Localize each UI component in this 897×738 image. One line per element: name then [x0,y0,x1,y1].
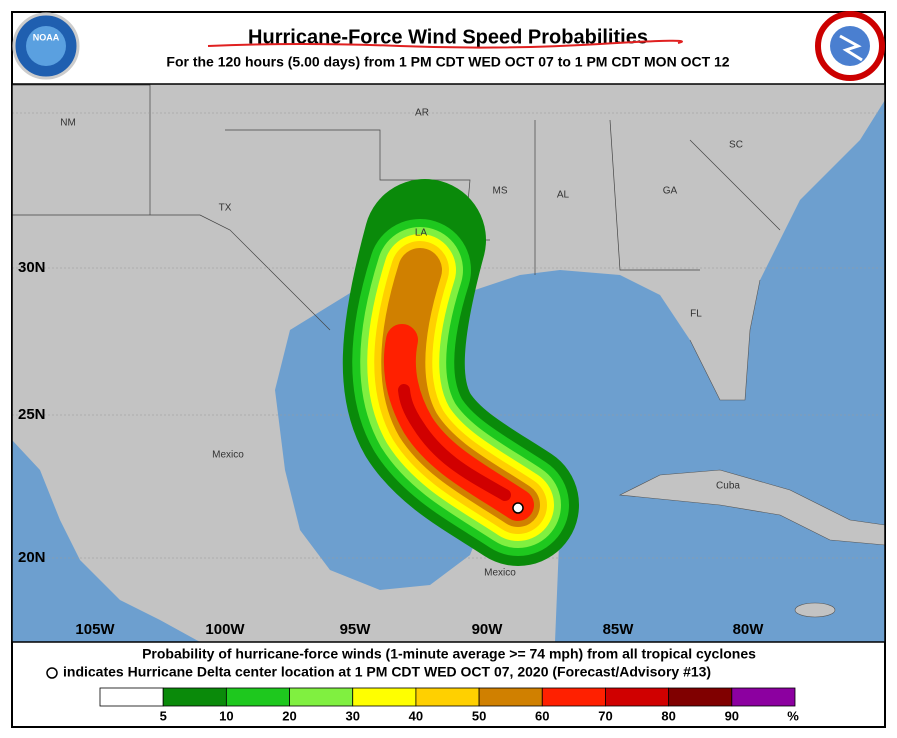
longitude-label: 85W [603,621,635,638]
latitude-label: 30N [18,259,46,276]
legend-swatch [415,687,480,707]
legend-tick-label: 60 [535,708,549,723]
legend-tick-label: 10 [219,708,233,723]
legend-tick-label: 30 [345,708,359,723]
longitude-label: 95W [340,621,372,638]
region-label: AR [415,108,429,119]
legend-swatch [605,687,670,707]
legend-tick-label: 70 [598,708,612,723]
legend-unit: % [787,708,799,723]
legend-tick-label: 5 [160,708,167,723]
swath-band [398,384,511,501]
storm-center [512,502,524,514]
region-label: FL [690,309,702,320]
center-symbol [46,667,58,679]
legend-swatch [668,687,733,707]
region-label: Mexico [484,568,516,579]
region-label: TX [219,203,232,214]
legend-tick-label: 90 [725,708,739,723]
legend-swatch [225,687,290,707]
logo-text: NOAA [33,32,60,42]
region-label: Cuba [716,481,740,492]
legend-tick-label: 50 [472,708,486,723]
legend-swatch [99,687,164,707]
longitude-label: 100W [205,621,245,638]
title: Hurricane-Force Wind Speed Probabilities [248,26,648,48]
region-label: Mexico [212,450,244,461]
probability-swath [342,179,579,566]
subtitle: For the 120 hours (5.00 days) from 1 PM … [166,54,729,70]
region-label: GA [663,186,678,197]
map: NM AR TX MS AL GA SC LA FL Mexico Mexico Cuba 30N 25N… [11,83,886,643]
longitude-label: 80W [733,621,765,638]
legend-swatch [289,687,354,707]
underline [207,39,683,49]
footer-line1: Probability of hurricane-force winds (1-… [142,646,756,662]
legend-swatch [541,687,606,707]
legend-swatch [162,687,227,707]
legend-tick-label: 20 [282,708,296,723]
footer-line2: indicates Hurricane Delta center locatio… [63,664,711,680]
region-label: LA [415,228,428,239]
legend-swatch [352,687,417,707]
longitude-label: 105W [75,621,115,638]
region-label: AL [557,190,570,201]
region-label: SC [729,140,743,151]
longitude-label: 90W [472,621,504,638]
legend: 5 10 20 30 40 50 60 70 80 90% [99,687,799,723]
region-label: NM [60,118,76,129]
legend-tick-label: 80 [661,708,675,723]
legend-tick-label: 40 [409,708,423,723]
latitude-label: 20N [18,549,46,566]
nws-logo [815,11,885,81]
legend-swatch [731,687,796,707]
latitude-label: 25N [18,406,46,423]
noaa-logo: NOAA [12,12,80,80]
region-label: MS [493,186,508,197]
legend-swatch [478,687,543,707]
